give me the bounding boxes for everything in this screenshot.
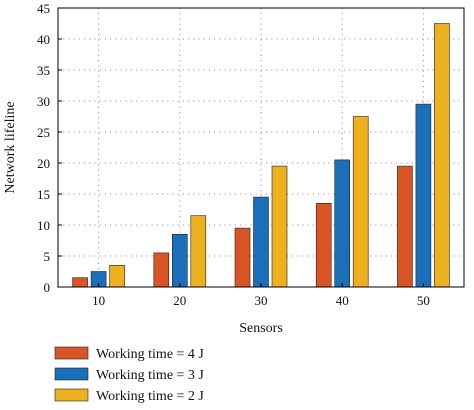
y-tick-label: 30 [37, 94, 50, 109]
bar-2 [253, 196, 269, 288]
bar-1 [72, 277, 88, 288]
x-tick-label: 10 [92, 293, 105, 308]
bar-3 [352, 116, 369, 288]
x-tick-label: 20 [173, 293, 186, 308]
x-tick-label: 40 [336, 293, 349, 308]
bar-2 [172, 234, 188, 288]
bar-1 [153, 252, 170, 288]
y-tick-label: 35 [37, 63, 50, 78]
x-axis-title: Sensors [239, 321, 283, 336]
y-tick-label: 45 [37, 1, 50, 16]
legend-label: Working time = 4 J [96, 347, 204, 362]
legend: Working time = 4 J Working time = 3 J Work… [54, 346, 204, 404]
grid-layer [58, 8, 464, 287]
y-tick-label: 10 [37, 218, 50, 233]
bar-layer [72, 23, 450, 288]
bar-1 [234, 227, 251, 288]
y-tick-label: 25 [37, 125, 50, 140]
bar-2 [415, 103, 432, 288]
y-tick-label: 15 [37, 187, 50, 202]
y-tick-label: 20 [37, 156, 50, 171]
bar-2 [334, 159, 351, 288]
legend-label: Working time = 3 J [96, 368, 204, 383]
bar-1 [315, 203, 332, 288]
bar-3 [271, 165, 288, 288]
legend-swatch [54, 388, 89, 402]
bar-3 [190, 215, 207, 288]
y-tick-label: 0 [44, 280, 51, 295]
y-tick-label: 40 [37, 32, 50, 47]
legend-label: Working time = 2 J [96, 389, 204, 404]
legend-swatch [54, 367, 89, 381]
y-tick-label: 5 [44, 249, 51, 264]
x-tick-label: 50 [417, 293, 430, 308]
x-tick-label: 30 [255, 293, 268, 308]
tick-layer: 0 5 10 15 20 25 30 35 40 45 10 20 30 40 50 [37, 1, 430, 308]
legend-swatch [54, 346, 89, 360]
bar-1 [397, 165, 413, 288]
y-axis-title: Network lifeline [3, 101, 18, 193]
bar-3 [434, 23, 450, 288]
bar-3 [109, 264, 125, 288]
